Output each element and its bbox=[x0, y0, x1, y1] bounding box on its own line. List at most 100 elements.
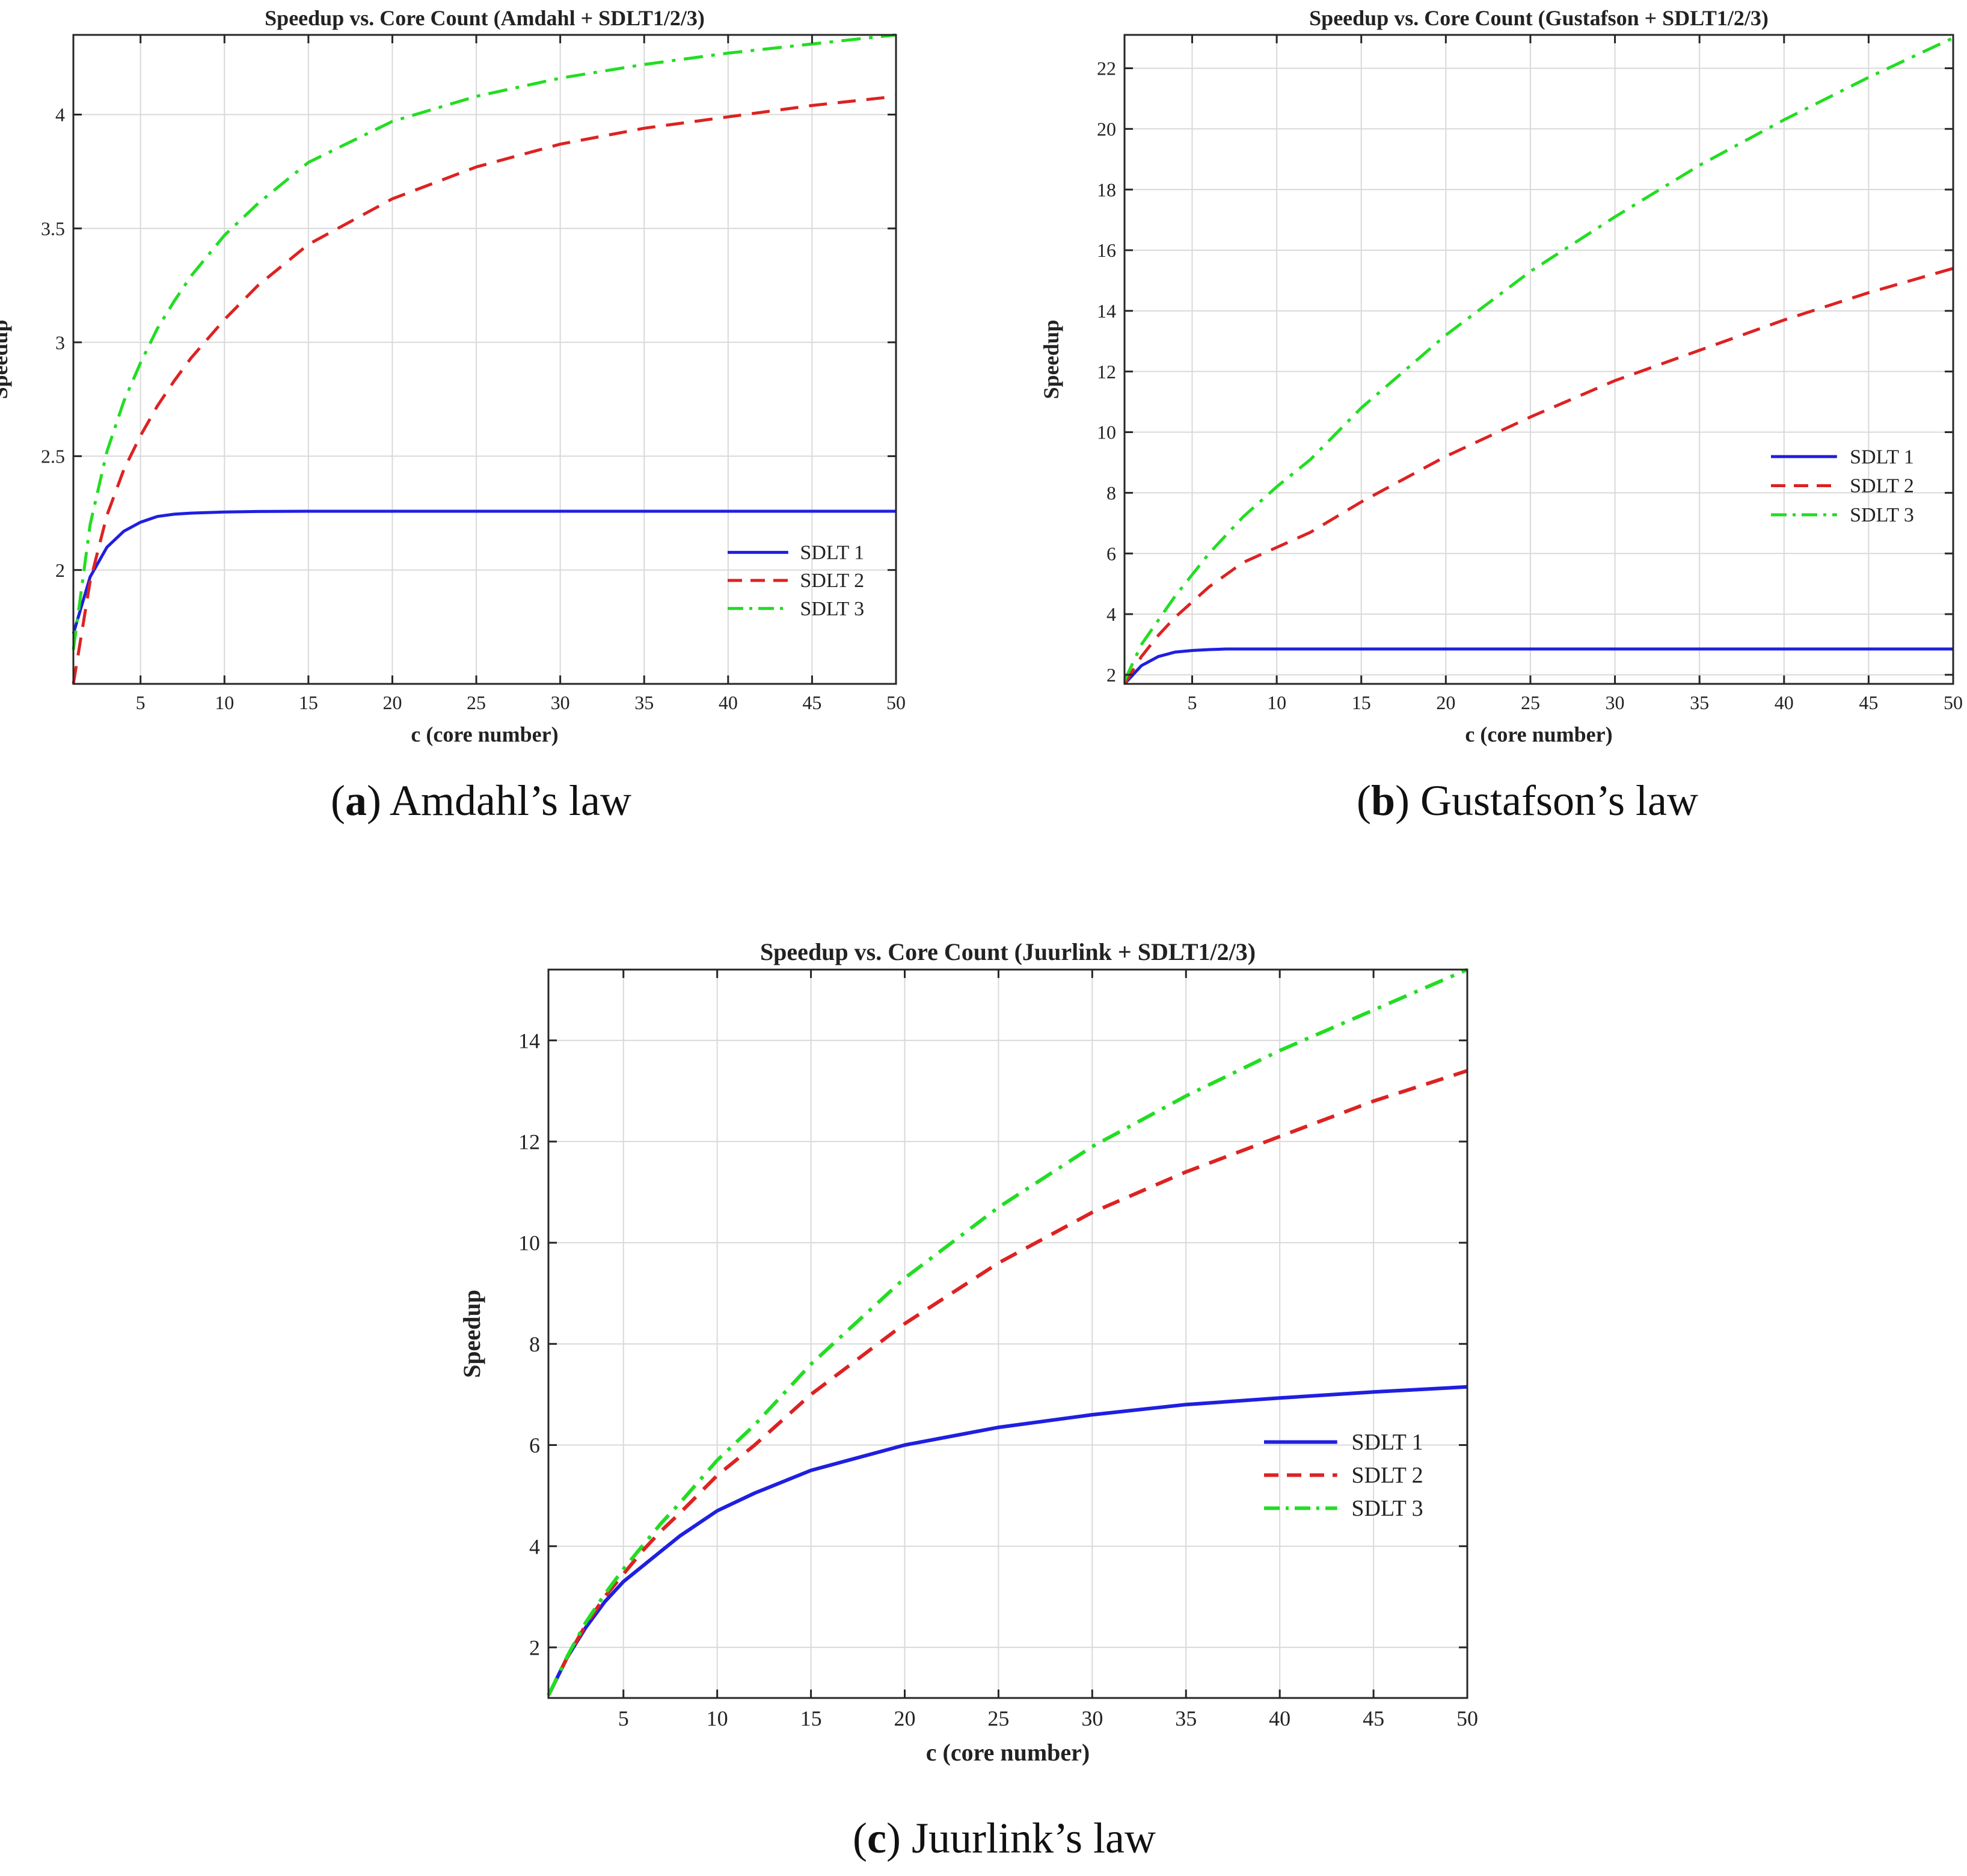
series-line-sdlt-3 bbox=[72, 33, 897, 650]
y-tick-label: 14 bbox=[1097, 300, 1116, 322]
legend-label-sdlt-1: SDLT 1 bbox=[800, 542, 864, 564]
x-tick-label: 40 bbox=[1775, 692, 1794, 713]
plot-area bbox=[73, 35, 896, 684]
x-tick-label: 10 bbox=[707, 1706, 728, 1730]
y-tick-label: 2 bbox=[529, 1636, 540, 1660]
y-tick-label: 8 bbox=[529, 1332, 540, 1356]
x-tick-label: 5 bbox=[136, 692, 146, 713]
y-tick-label: 12 bbox=[518, 1130, 540, 1154]
y-tick-label: 16 bbox=[1097, 239, 1116, 261]
plot-area bbox=[1125, 35, 1953, 684]
x-tick-label: 25 bbox=[1521, 692, 1540, 713]
y-tick-label: 2.5 bbox=[41, 446, 65, 467]
x-tick-label: 5 bbox=[1187, 692, 1197, 713]
series-line-sdlt-3 bbox=[1123, 36, 1954, 682]
legend-label-sdlt-2: SDLT 2 bbox=[1351, 1463, 1423, 1488]
x-tick-label: 30 bbox=[551, 692, 570, 713]
x-axis-label: c (core number) bbox=[1465, 722, 1612, 746]
x-tick-label: 45 bbox=[802, 692, 821, 713]
x-tick-label: 10 bbox=[215, 692, 234, 713]
x-tick-label: 25 bbox=[987, 1706, 1009, 1730]
y-tick-label: 3.5 bbox=[41, 218, 65, 239]
caption-a-letter: a bbox=[345, 777, 367, 825]
x-tick-label: 40 bbox=[1269, 1706, 1290, 1730]
caption-c-text: ) Juurlink’s law bbox=[886, 1814, 1156, 1862]
x-tick-label: 30 bbox=[1606, 692, 1625, 713]
y-tick-label: 2 bbox=[1106, 664, 1116, 686]
x-tick-label: 25 bbox=[467, 692, 486, 713]
series-line-sdlt-1 bbox=[547, 1385, 1468, 1697]
caption-a: (a) Amdahl’s law bbox=[331, 777, 631, 825]
y-tick-label: 6 bbox=[529, 1433, 540, 1457]
caption-b-text: ) Gustafson’s law bbox=[1395, 777, 1698, 825]
y-tick-label: 4 bbox=[529, 1534, 540, 1558]
caption-a-text: ) Amdahl’s law bbox=[367, 777, 631, 825]
x-tick-label: 20 bbox=[382, 692, 402, 713]
caption-b: (b) Gustafson’s law bbox=[1357, 777, 1698, 825]
x-tick-label: 50 bbox=[1456, 1706, 1478, 1730]
x-tick-label: 20 bbox=[1436, 692, 1455, 713]
axes-box bbox=[547, 968, 1468, 1699]
x-tick-label: 35 bbox=[634, 692, 654, 713]
y-axis-label: Speedup bbox=[1039, 319, 1063, 399]
series-line-sdlt-1 bbox=[1123, 647, 1953, 685]
x-tick-label: 10 bbox=[1267, 692, 1286, 713]
legend-label-sdlt-2: SDLT 2 bbox=[800, 570, 864, 592]
x-tick-label: 15 bbox=[1352, 692, 1371, 713]
axes-box bbox=[72, 34, 897, 685]
y-axis-label: Speedup bbox=[458, 1290, 485, 1378]
y-tick-label: 10 bbox=[518, 1231, 540, 1255]
y-tick-label: 12 bbox=[1097, 361, 1116, 383]
x-tick-label: 40 bbox=[719, 692, 738, 713]
axes-box bbox=[1123, 34, 1954, 685]
y-tick-label: 14 bbox=[518, 1029, 540, 1053]
x-tick-label: 5 bbox=[618, 1706, 629, 1730]
y-tick-label: 20 bbox=[1097, 118, 1116, 140]
x-tick-label: 15 bbox=[299, 692, 318, 713]
series-line-sdlt-3 bbox=[547, 968, 1468, 1697]
chart-3: 5 10 15 20 25 30 35 40 45 50 2 4 6 8 10 12 14 Speedup vs.… bbox=[458, 938, 1478, 1766]
y-axis-label: Speedup bbox=[0, 319, 12, 399]
x-tick-label: 35 bbox=[1690, 692, 1709, 713]
legend-label-sdlt-3: SDLT 3 bbox=[1351, 1496, 1423, 1521]
y-tick-label: 18 bbox=[1097, 179, 1116, 200]
series-line-sdlt-1 bbox=[72, 509, 896, 635]
x-tick-label: 20 bbox=[894, 1706, 915, 1730]
legend: SDLT 1 SDLT 2 SDLT 3 bbox=[1264, 1430, 1423, 1521]
y-tick-label: 4 bbox=[55, 104, 65, 126]
y-tick-label: 4 bbox=[1106, 603, 1116, 625]
legend: SDLT 1 SDLT 2 SDLT 3 bbox=[1771, 446, 1914, 526]
series-line-sdlt-2 bbox=[547, 1069, 1468, 1697]
y-tick-label: 2 bbox=[55, 559, 65, 581]
x-axis-label: c (core number) bbox=[411, 722, 558, 746]
caption-b-letter: b bbox=[1371, 777, 1396, 825]
x-tick-label: 50 bbox=[1944, 692, 1963, 713]
x-tick-label: 30 bbox=[1081, 1706, 1103, 1730]
y-tick-label: 6 bbox=[1106, 543, 1116, 564]
plot-area bbox=[548, 970, 1467, 1698]
chart-title: Speedup vs. Core Count (Amdahl + SDLT1/2… bbox=[265, 6, 705, 30]
x-tick-label: 45 bbox=[1363, 1706, 1384, 1730]
legend-label-sdlt-3: SDLT 3 bbox=[1850, 504, 1914, 526]
y-tick-label: 10 bbox=[1097, 422, 1116, 443]
x-tick-label: 35 bbox=[1175, 1706, 1197, 1730]
legend-label-sdlt-1: SDLT 1 bbox=[1850, 446, 1914, 468]
caption-c-letter: c bbox=[867, 1814, 886, 1862]
x-tick-label: 45 bbox=[1859, 692, 1878, 713]
caption-c: (c) Juurlink’s law bbox=[853, 1814, 1156, 1862]
x-tick-label: 15 bbox=[800, 1706, 822, 1730]
legend-label-sdlt-3: SDLT 3 bbox=[800, 598, 864, 620]
chart-title: Speedup vs. Core Count (Gustafson + SDLT… bbox=[1309, 6, 1769, 30]
chart-1: 5 10 15 20 25 30 35 40 45 50 2 2.5 3 3.5 4 Speedup vs. … bbox=[0, 6, 906, 746]
x-tick-label: 50 bbox=[886, 692, 906, 713]
chart-2: 5 10 15 20 25 30 35 40 45 50 2 4 6 8 10 12 14 16 18 20 22 Spe… bbox=[1039, 6, 1963, 746]
y-tick-label: 22 bbox=[1097, 58, 1116, 79]
legend: SDLT 1 SDLT 2 SDLT 3 bbox=[728, 542, 864, 620]
series-line-sdlt-2 bbox=[72, 94, 897, 684]
x-axis-label: c (core number) bbox=[926, 1739, 1090, 1766]
chart-title: Speedup vs. Core Count (Juurlink + SDLT1… bbox=[760, 938, 1256, 965]
legend-label-sdlt-2: SDLT 2 bbox=[1850, 475, 1914, 497]
y-tick-label: 8 bbox=[1106, 482, 1116, 504]
legend-label-sdlt-1: SDLT 1 bbox=[1351, 1430, 1423, 1455]
